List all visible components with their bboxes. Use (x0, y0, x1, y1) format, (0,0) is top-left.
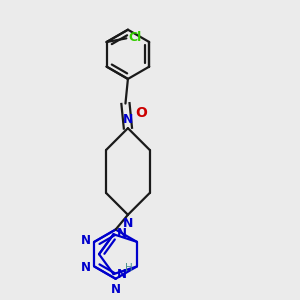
Text: N: N (80, 261, 91, 274)
Text: N: N (123, 112, 133, 126)
Text: N: N (117, 268, 127, 281)
Text: O: O (135, 106, 147, 120)
Text: N: N (117, 227, 127, 240)
Text: Cl: Cl (128, 31, 142, 44)
Text: H: H (125, 263, 133, 273)
Text: N: N (123, 217, 133, 230)
Text: N: N (111, 283, 121, 296)
Text: N: N (80, 234, 91, 248)
